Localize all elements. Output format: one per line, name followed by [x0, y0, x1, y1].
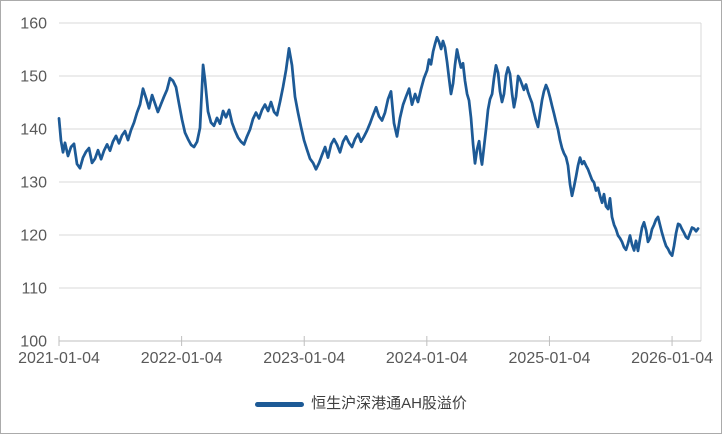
y-axis-label: 100 [20, 334, 47, 351]
legend: 恒生沪深港通AH股溢价 [1, 395, 721, 413]
y-axis-label: 140 [20, 122, 47, 139]
x-axis-label: 2025-01-04 [509, 350, 591, 367]
x-axis-label: 2022-01-04 [141, 350, 223, 367]
legend-line-marker [255, 401, 305, 407]
x-axis-label: 2023-01-04 [263, 350, 345, 367]
y-axis-label: 110 [21, 281, 47, 298]
x-axis-label: 2021-01-04 [18, 350, 100, 367]
y-axis-label: 160 [20, 16, 47, 33]
x-axis-label: 2024-01-04 [386, 350, 468, 367]
y-axis-label: 150 [20, 69, 47, 86]
legend-label: 恒生沪深港通AH股溢价 [311, 395, 467, 412]
y-axis-label: 120 [20, 228, 47, 245]
x-axis-label: 2026-01-04 [631, 350, 713, 367]
series-line [57, 35, 700, 258]
y-axis-label: 130 [20, 175, 47, 192]
